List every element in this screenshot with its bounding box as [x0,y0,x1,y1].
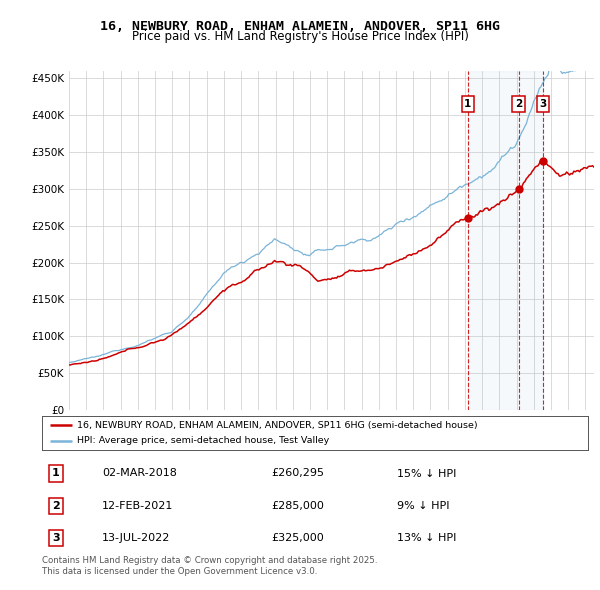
Text: £325,000: £325,000 [271,533,324,543]
Text: 15% ↓ HPI: 15% ↓ HPI [397,468,456,478]
Text: 1: 1 [52,468,59,478]
Text: 13-JUL-2022: 13-JUL-2022 [102,533,170,543]
Text: 16, NEWBURY ROAD, ENHAM ALAMEIN, ANDOVER, SP11 6HG (semi-detached house): 16, NEWBURY ROAD, ENHAM ALAMEIN, ANDOVER… [77,421,478,430]
Bar [468,71,543,410]
Text: 13% ↓ HPI: 13% ↓ HPI [397,533,456,543]
Text: 12-FEB-2021: 12-FEB-2021 [102,501,173,511]
Text: 3: 3 [52,533,59,543]
Text: Price paid vs. HM Land Registry's House Price Index (HPI): Price paid vs. HM Land Registry's House … [131,30,469,43]
Text: 1: 1 [464,99,472,109]
Text: 3: 3 [539,99,547,109]
Text: Contains HM Land Registry data © Crown copyright and database right 2025.
This d: Contains HM Land Registry data © Crown c… [42,556,377,576]
Text: 2: 2 [515,99,522,109]
Text: 02-MAR-2018: 02-MAR-2018 [102,468,177,478]
Text: £260,295: £260,295 [271,468,325,478]
Text: 16, NEWBURY ROAD, ENHAM ALAMEIN, ANDOVER, SP11 6HG: 16, NEWBURY ROAD, ENHAM ALAMEIN, ANDOVER… [100,20,500,33]
Text: 9% ↓ HPI: 9% ↓ HPI [397,501,449,511]
Text: 2: 2 [52,501,59,511]
Text: HPI: Average price, semi-detached house, Test Valley: HPI: Average price, semi-detached house,… [77,437,330,445]
Text: £285,000: £285,000 [271,501,324,511]
